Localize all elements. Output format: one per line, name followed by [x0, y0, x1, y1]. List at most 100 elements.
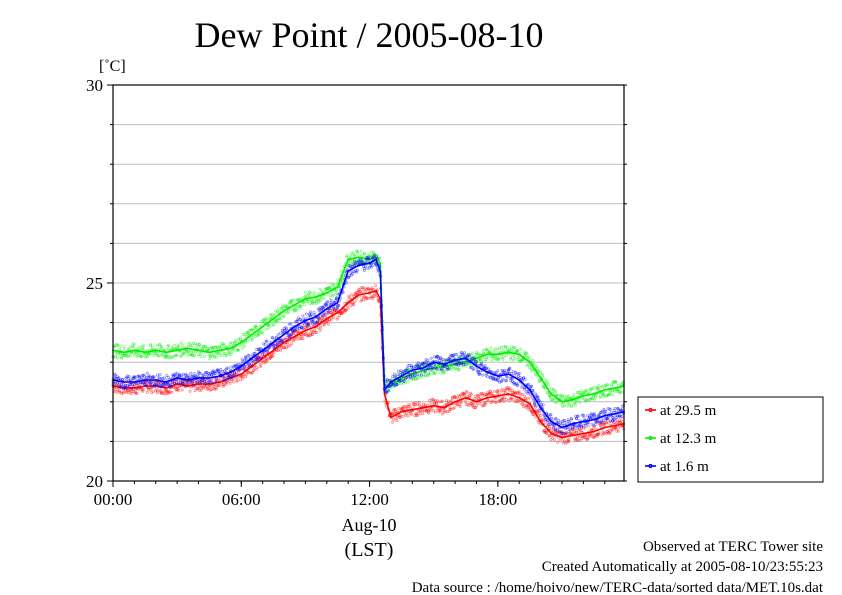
series-obs-point [595, 419, 599, 423]
series-obs-point [594, 394, 598, 398]
series-obs-point [606, 406, 610, 410]
series-point [443, 406, 446, 409]
series-obs-point [280, 338, 284, 342]
series-obs-point [372, 252, 376, 256]
series-obs-point [539, 400, 543, 404]
series-point [208, 351, 211, 354]
series-obs-point [611, 415, 615, 419]
series-point [614, 387, 617, 389]
series-obs-point [180, 380, 184, 384]
series-obs-point [275, 342, 279, 346]
series-obs-point [492, 349, 496, 353]
x-tick-label: 00:00 [94, 490, 133, 509]
series-obs-point [409, 363, 413, 367]
series-obs-point [406, 364, 410, 368]
series-obs-point [249, 328, 253, 332]
series-obs-point [244, 355, 248, 359]
series-obs-point [509, 396, 513, 400]
series-obs-point [613, 426, 617, 430]
series-obs-point [366, 257, 370, 261]
series-obs-point [238, 367, 242, 371]
series-obs-point [179, 354, 183, 358]
series-obs-point [160, 344, 164, 348]
series-obs-point [226, 375, 230, 379]
series-obs-point [560, 402, 564, 406]
series-obs-point [599, 385, 603, 389]
series-obs-point [232, 347, 236, 351]
series-point [422, 406, 424, 409]
series-obs-point [513, 357, 517, 361]
series-obs-point [495, 377, 499, 381]
series-obs-point [323, 316, 327, 320]
series-obs-point [468, 394, 472, 398]
series-obs-point [213, 370, 217, 374]
series-obs-point [332, 309, 336, 313]
series-obs-point [605, 421, 609, 425]
series-obs-point [540, 419, 544, 423]
series-obs-point [617, 414, 621, 418]
series-obs-point [424, 374, 428, 378]
series-obs-point [563, 431, 567, 435]
series-obs-point [356, 268, 360, 272]
series-obs-point [500, 368, 504, 372]
series-obs-point [223, 352, 227, 356]
series-obs-point [601, 392, 605, 396]
series-obs-point [286, 332, 290, 336]
series-obs-point [612, 408, 616, 412]
series-point [603, 414, 606, 417]
series-obs-point [164, 355, 168, 359]
series-obs-point [612, 417, 616, 421]
series-obs-point [573, 401, 577, 405]
series-obs-point [488, 375, 492, 379]
series-obs-point [212, 372, 216, 376]
series-obs-point [256, 355, 260, 359]
series-obs-point [422, 409, 426, 413]
series-point [411, 408, 414, 411]
series-obs-point [294, 304, 298, 308]
series-obs-point [255, 347, 259, 351]
series-obs-point [485, 393, 489, 397]
series-obs-point [129, 351, 133, 355]
series-point [197, 349, 200, 352]
series-obs-point [336, 303, 340, 307]
series-obs-point [178, 373, 182, 377]
series-obs-point [456, 362, 460, 366]
series-point [507, 351, 510, 354]
series-obs-point [520, 402, 524, 406]
series-obs-point [369, 295, 373, 299]
series-obs-point [486, 350, 490, 354]
series-obs-point [482, 393, 486, 397]
series-obs-point [240, 357, 244, 361]
series-obs-point [440, 412, 444, 416]
series-obs-point [163, 384, 167, 388]
series-obs-point [455, 352, 459, 356]
series-obs-point [214, 378, 218, 382]
series-obs-point [255, 357, 259, 361]
series-obs-point [248, 328, 252, 332]
series-obs-point [303, 332, 307, 336]
series-obs-point [297, 304, 301, 308]
series-obs-point [483, 363, 487, 367]
series-obs-point [354, 290, 358, 294]
series-obs-point [230, 365, 234, 369]
series-obs-point [327, 318, 331, 322]
series-obs-point [261, 319, 265, 323]
series-obs-point [224, 381, 228, 385]
series-obs-point [471, 403, 475, 407]
series-obs-point [241, 332, 245, 336]
series-obs-point [407, 403, 411, 407]
series-obs-point [529, 384, 533, 388]
series-obs-point [421, 412, 425, 416]
series-obs-point [197, 388, 201, 392]
series-obs-point [176, 382, 180, 386]
series-point [529, 402, 531, 405]
series-obs-point [167, 347, 171, 351]
series-obs-point [565, 441, 569, 445]
series-obs-point [396, 414, 400, 418]
series-obs-point [500, 387, 504, 391]
series-obs-point [476, 394, 480, 398]
series-obs-point [529, 408, 533, 412]
series-point [443, 365, 446, 368]
series-point [486, 371, 489, 373]
series-obs-point [493, 400, 497, 404]
